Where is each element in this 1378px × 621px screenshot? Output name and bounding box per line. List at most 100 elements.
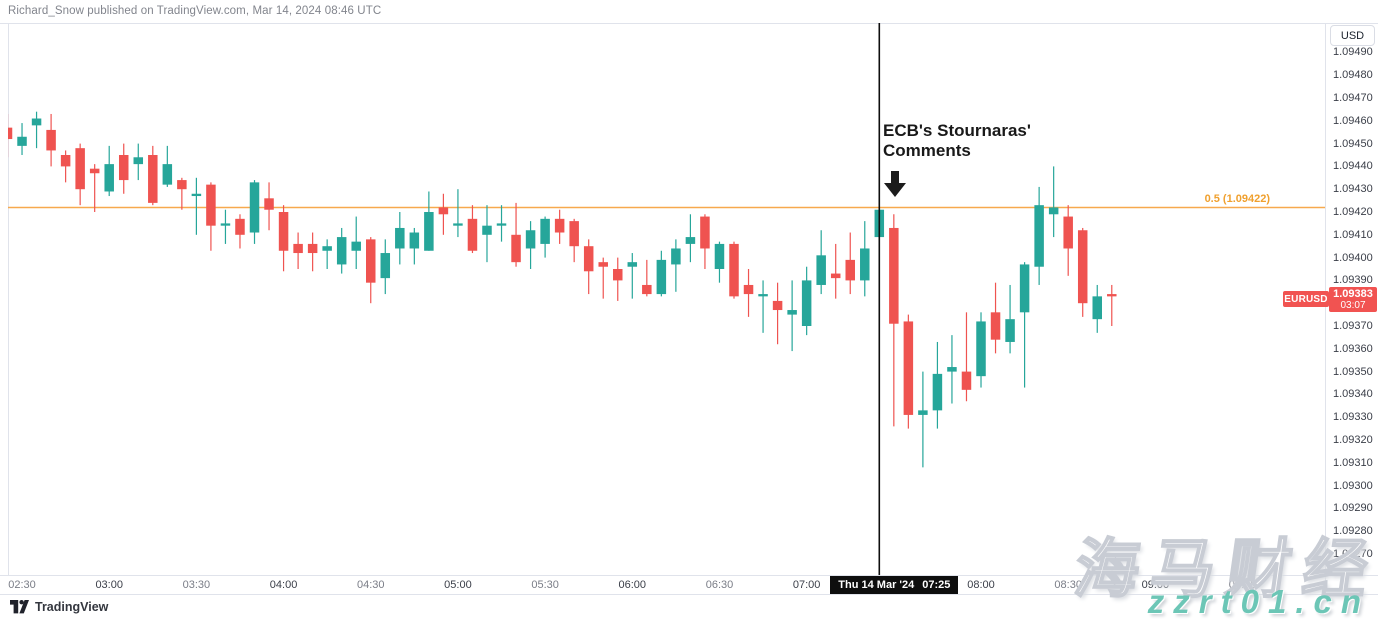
candle-08:15 xyxy=(1019,262,1030,388)
candle-04:25 xyxy=(351,216,361,269)
time-axis-bottom-border xyxy=(0,594,1378,595)
candle-03:40 xyxy=(220,209,231,244)
candle-08:20 xyxy=(1034,186,1044,285)
candle-04:40 xyxy=(395,212,405,265)
candle-02:30 xyxy=(17,123,27,155)
candle-05:45 xyxy=(583,239,594,295)
event-date: Thu 14 Mar '24 xyxy=(838,579,915,591)
candle-03:55 xyxy=(264,182,274,231)
candle-02:40 xyxy=(46,113,56,167)
candle-06:05 xyxy=(642,259,652,297)
last-price-axis-label: 1.09383 03:07 xyxy=(1329,287,1377,313)
candle-05:10 xyxy=(482,205,492,263)
candle-07:10 xyxy=(830,243,841,299)
candle-03:35 xyxy=(206,182,216,251)
price-tick-1.09320: 1.09320 xyxy=(1333,434,1373,446)
candle-05:15 xyxy=(496,205,507,242)
event-annotation-line2: Comments xyxy=(883,140,971,160)
tradingview-brand[interactable]: TradingView xyxy=(10,599,108,614)
candle-05:20 xyxy=(511,202,521,267)
time-tick-06:00: 06:00 xyxy=(618,579,647,591)
candle-02:25 xyxy=(8,113,13,158)
price-tick-1.09270: 1.09270 xyxy=(1333,548,1373,560)
event-annotation-text[interactable]: ECB's Stournaras' Comments xyxy=(883,121,1031,160)
candle-08:40 xyxy=(1092,284,1102,333)
candle-07:55 xyxy=(961,312,972,402)
time-tick-09:30: 09:30 xyxy=(1228,579,1257,591)
candle-03:45 xyxy=(235,214,245,249)
candle-04:30 xyxy=(366,237,376,304)
candle-08:25 xyxy=(1048,166,1059,238)
price-tick-1.09290: 1.09290 xyxy=(1333,502,1373,515)
candle-05:30 xyxy=(540,216,550,258)
event-annotation-line1: ECB's Stournaras' xyxy=(883,121,1031,140)
candle-04:10 xyxy=(307,232,318,272)
time-tick-05:30: 05:30 xyxy=(531,579,559,591)
candle-05:50 xyxy=(598,257,608,299)
candle-06:35 xyxy=(729,241,739,299)
event-time-axis-label: Thu 14 Mar '24 07:25 xyxy=(830,576,959,594)
candle-06:50 xyxy=(772,282,783,345)
candle-06:45 xyxy=(758,280,768,333)
brand-name: TradingView xyxy=(35,599,109,614)
price-tick-1.09470: 1.09470 xyxy=(1333,92,1373,104)
candle-03:20 xyxy=(162,145,173,187)
time-tick-08:00: 08:00 xyxy=(967,579,995,591)
currency-toggle-button[interactable]: USD xyxy=(1330,25,1375,46)
candle-04:45 xyxy=(409,227,420,265)
last-price-value: 1.09383 xyxy=(1333,287,1373,300)
price-tick-1.09340: 1.09340 xyxy=(1333,388,1373,401)
candle-03:10 xyxy=(133,143,144,181)
time-tick-06:30: 06:30 xyxy=(705,579,734,591)
candle-06:20 xyxy=(685,214,696,263)
attribution-text: Richard_Snow published on TradingView.co… xyxy=(8,5,382,17)
candle-04:15 xyxy=(322,239,332,269)
time-tick-08:30: 08:30 xyxy=(1054,579,1082,591)
price-tick-1.09420: 1.09420 xyxy=(1333,206,1373,218)
price-tick-1.09350: 1.09350 xyxy=(1333,365,1373,378)
candle-06:30 xyxy=(714,241,725,283)
candle-05:05 xyxy=(467,205,478,254)
price-tick-1.09360: 1.09360 xyxy=(1333,342,1373,355)
candle-02:35 xyxy=(31,111,42,149)
candle-02:45 xyxy=(60,150,71,183)
price-tick-1.09490: 1.09490 xyxy=(1333,46,1373,59)
price-tick-1.09330: 1.09330 xyxy=(1333,411,1373,424)
candle-07:05 xyxy=(816,230,826,295)
candle-03:50 xyxy=(249,180,260,244)
candle-07:30 xyxy=(889,214,899,427)
candle-08:10 xyxy=(1005,284,1015,354)
candle-07:20 xyxy=(860,221,870,297)
fib-level-label[interactable]: 0.5 (1.09422) xyxy=(1204,192,1270,205)
candle-04:05 xyxy=(293,232,303,269)
candle-08:45 xyxy=(1107,284,1117,326)
candle-07:15 xyxy=(845,232,855,295)
time-axis[interactable]: Thu 14 Mar '24 07:25 02:30 03:00 03:30 04:0… xyxy=(0,575,1378,595)
candle-05:00 xyxy=(453,189,463,238)
candle-08:00 xyxy=(976,312,986,388)
price-tick-1.09450: 1.09450 xyxy=(1333,137,1373,150)
price-tick-1.09280: 1.09280 xyxy=(1333,525,1373,538)
down-arrow-icon[interactable] xyxy=(884,171,906,198)
candle-03:05 xyxy=(118,143,129,194)
time-tick-03:30: 03:30 xyxy=(182,579,211,591)
candle-08:35 xyxy=(1077,227,1088,317)
price-tick-1.09410: 1.09410 xyxy=(1333,228,1373,241)
candle-07:40 xyxy=(918,371,928,468)
price-axis[interactable]: 1.09490 1.09480 1.09470 1.09460 1.09450 1.094… xyxy=(1326,23,1378,575)
bar-countdown: 03:07 xyxy=(1340,299,1366,311)
time-tick-04:00: 04:00 xyxy=(269,579,298,591)
candle-06:15 xyxy=(671,239,681,292)
price-tick-1.09400: 1.09400 xyxy=(1333,251,1373,264)
event-time: 07:25 xyxy=(922,579,951,591)
price-tick-1.09430: 1.09430 xyxy=(1333,183,1373,196)
time-tick-09:00: 09:00 xyxy=(1141,579,1170,591)
candle-03:25 xyxy=(177,177,187,210)
candle-02:50 xyxy=(75,143,85,206)
time-tick-07:00: 07:00 xyxy=(792,579,821,591)
candle-05:35 xyxy=(554,209,565,244)
candle-04:20 xyxy=(336,227,347,274)
candle-07:50 xyxy=(947,335,957,404)
